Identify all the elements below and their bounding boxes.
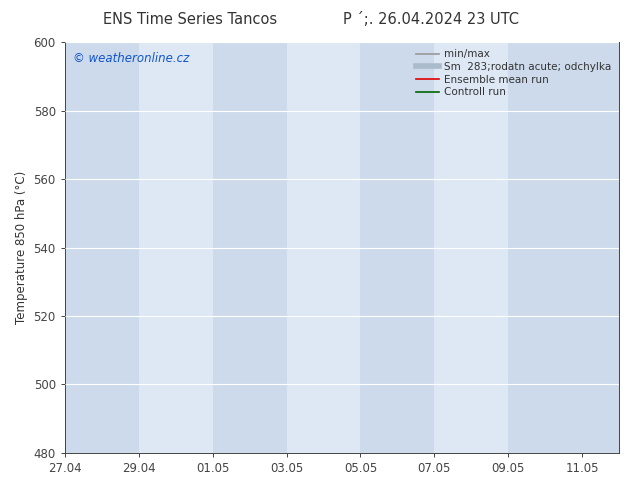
Text: ENS Time Series Tancos: ENS Time Series Tancos <box>103 12 277 27</box>
Legend: min/max, Sm  283;rodatn acute; odchylka, Ensemble mean run, Controll run: min/max, Sm 283;rodatn acute; odchylka, … <box>414 47 614 99</box>
Bar <box>212 42 287 453</box>
Bar <box>139 42 212 453</box>
Bar <box>65 42 139 453</box>
Bar <box>508 42 619 453</box>
Text: © weatheronline.cz: © weatheronline.cz <box>73 52 190 65</box>
Bar <box>360 42 434 453</box>
Y-axis label: Temperature 850 hPa (°C): Temperature 850 hPa (°C) <box>15 171 28 324</box>
Text: P ´;. 26.04.2024 23 UTC: P ´;. 26.04.2024 23 UTC <box>343 12 519 27</box>
Bar <box>434 42 508 453</box>
Bar <box>287 42 360 453</box>
